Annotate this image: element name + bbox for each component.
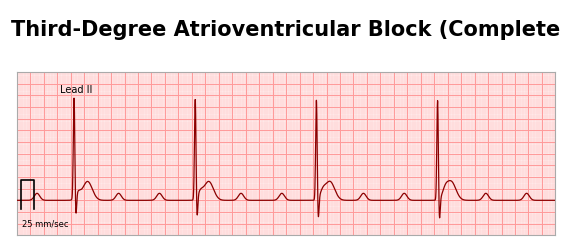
Text: Third-Degree Atrioventricular Block (Complete AV Block): Third-Degree Atrioventricular Block (Com… xyxy=(11,20,561,40)
Text: 25 mm/sec: 25 mm/sec xyxy=(22,220,68,229)
Text: Lead II: Lead II xyxy=(60,85,93,95)
